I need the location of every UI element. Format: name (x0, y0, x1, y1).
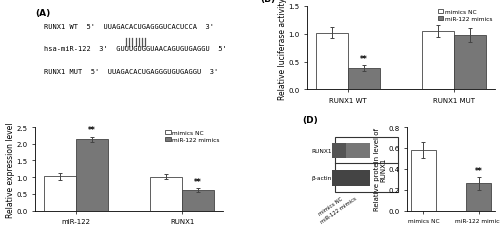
Text: **: ** (474, 166, 482, 175)
Text: β-actin: β-actin (312, 175, 332, 180)
Y-axis label: Relative luciferase activity: Relative luciferase activity (278, 0, 287, 99)
Text: (A): (A) (35, 8, 50, 17)
Text: RUNX1 MUT  5'  UUAGACACUGAGGGUGUGAGGU  3': RUNX1 MUT 5' UUAGACACUGAGGGUGUGAGGU 3' (44, 68, 218, 74)
Y-axis label: Relative expression level: Relative expression level (6, 122, 15, 217)
Text: RUNX1 WT  5'  UUAGACACUGAGGGUCACUCCA  3': RUNX1 WT 5' UUAGACACUGAGGGUCACUCCA 3' (44, 24, 214, 30)
Bar (346, 143, 370, 159)
Text: RUNX1: RUNX1 (312, 148, 332, 153)
Bar (454, 36, 486, 90)
Bar (76, 140, 108, 211)
Bar (332, 171, 355, 187)
Bar (346, 171, 370, 187)
Text: **: ** (360, 55, 368, 64)
Text: hsa-miR-122  3'  GUUUGUGGUAACAGUGUGAGGU  5': hsa-miR-122 3' GUUUGUGGUAACAGUGUGAGGU 5' (44, 46, 227, 52)
Y-axis label: Relative protein level of
RUNX1: Relative protein level of RUNX1 (374, 128, 386, 210)
Text: mimics NC: mimics NC (318, 196, 344, 216)
Bar (316, 33, 348, 90)
Legend: mimics NC, miR-122 mimics: mimics NC, miR-122 mimics (166, 130, 220, 142)
Bar (422, 32, 454, 90)
Bar (466, 184, 491, 211)
Text: (B): (B) (260, 0, 276, 3)
Text: miR-122 mimics: miR-122 mimics (320, 196, 358, 224)
Text: **: ** (194, 177, 202, 186)
Bar (332, 143, 355, 159)
Bar (411, 150, 436, 211)
Text: **: ** (88, 126, 96, 135)
Legend: mimics NC, miR-122 mimics: mimics NC, miR-122 mimics (438, 10, 492, 22)
Bar (44, 176, 76, 211)
Bar (182, 190, 214, 211)
Bar (348, 69, 380, 90)
Text: (D): (D) (302, 115, 318, 124)
Bar (335, 137, 398, 192)
Bar (150, 177, 182, 211)
